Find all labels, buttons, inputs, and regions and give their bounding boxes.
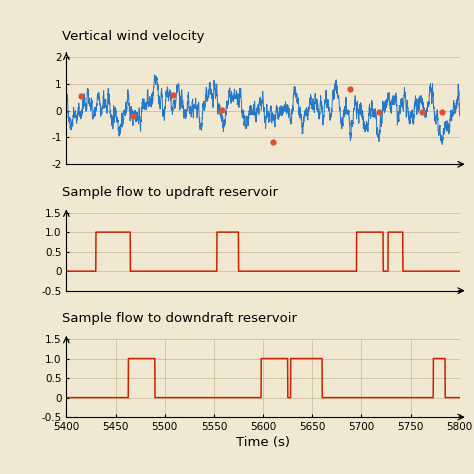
X-axis label: Time (s): Time (s) [236,436,290,449]
Text: Vertical wind velocity: Vertical wind velocity [63,30,205,43]
Text: Sample flow to updraft reservoir: Sample flow to updraft reservoir [63,185,278,199]
Text: Sample flow to downdraft reservoir: Sample flow to downdraft reservoir [63,312,297,325]
